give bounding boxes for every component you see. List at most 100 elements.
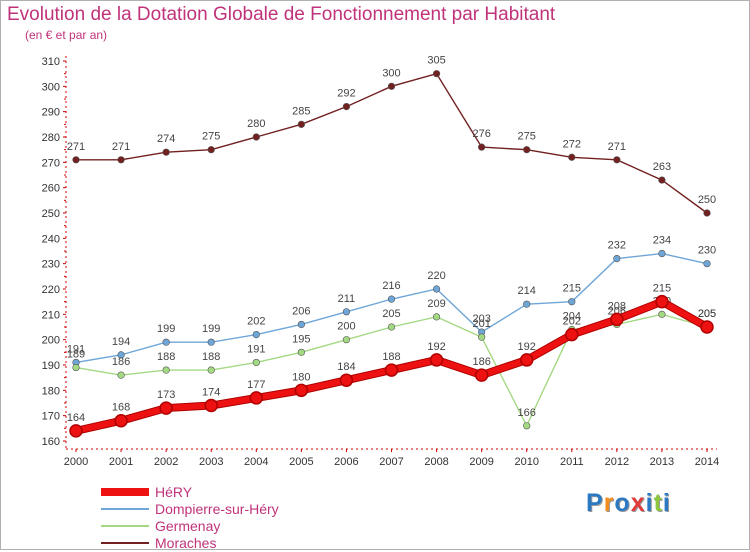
series-hery-value-2008: 192	[427, 341, 445, 353]
series-hery-value-2006: 184	[337, 361, 355, 373]
series-dompierre-sur-hery-value-2007: 216	[382, 280, 400, 292]
series-moraches-point-2002	[162, 148, 170, 156]
series-hery-point-2014	[700, 320, 714, 334]
series-germenay-point-2008	[432, 313, 441, 321]
series-hery-value-2001: 168	[112, 402, 130, 414]
logo-letter: x	[630, 489, 646, 517]
logo-letter: o	[614, 489, 631, 517]
series-dompierre-sur-hery-value-2013: 234	[653, 235, 671, 247]
series-hery-point-2006	[339, 373, 354, 387]
series-dompierre-sur-hery-value-2009: 203	[472, 313, 490, 325]
series-hery-point-2002	[159, 401, 173, 415]
series-moraches-point-2006	[342, 102, 351, 111]
series-hery-point-2011	[565, 327, 579, 342]
series-hery-value-2014: 205	[698, 308, 716, 320]
series-germenay-value-2005: 195	[292, 333, 310, 345]
series-dompierre-sur-hery-value-2004: 202	[247, 316, 265, 328]
proxiti-logo: Proxiti	[586, 489, 671, 518]
logo-letter: P	[586, 489, 604, 517]
series-germenay-value-2010: 166	[518, 407, 536, 419]
y-tick-label-250: 250	[42, 208, 60, 220]
series-moraches-value-2013: 263	[653, 161, 671, 173]
y-tick-label-230: 230	[42, 259, 60, 271]
series-dompierre-sur-hery-point-2005	[297, 320, 305, 329]
series-dompierre-sur-hery-point-2002	[162, 338, 170, 346]
series-dompierre-sur-hery-point-2008	[432, 285, 441, 293]
series-moraches-point-2004	[252, 133, 260, 141]
x-tick-label-2007: 2007	[379, 456, 403, 468]
series-moraches-value-2000: 271	[67, 141, 85, 153]
series-moraches-value-2004: 280	[247, 118, 265, 130]
series-germenay-point-2004	[252, 358, 260, 367]
x-tick-label-2011: 2011	[560, 456, 584, 468]
series-dompierre-sur-hery-point-2007	[387, 295, 396, 303]
series-hery-value-2004: 177	[247, 379, 265, 391]
y-tick-label-260: 260	[42, 183, 60, 195]
series-hery-point-2010	[519, 353, 534, 367]
x-tick-label-2005: 2005	[289, 456, 313, 468]
legend-swatch-moraches	[101, 542, 149, 544]
x-tick-label-2014: 2014	[695, 456, 719, 468]
series-moraches-point-2014	[703, 209, 711, 217]
series-moraches-value-2010: 275	[518, 131, 536, 143]
x-tick-label-2006: 2006	[334, 456, 358, 468]
series-hery-value-2002: 173	[157, 389, 175, 401]
y-tick-label-300: 300	[42, 81, 60, 93]
series-moraches-point-2013	[658, 176, 666, 184]
series-germenay-point-2001	[117, 371, 125, 379]
x-tick-label-2001: 2001	[109, 456, 133, 468]
legend-swatch-dompierre-sur-hery	[101, 508, 149, 510]
series-hery-point-2008	[429, 353, 444, 367]
y-tick-label-160: 160	[42, 436, 60, 448]
series-germenay-point-2006	[342, 336, 351, 344]
series-moraches-value-2001: 271	[112, 141, 130, 153]
chart-subtitle: (en € et par an)	[25, 28, 108, 42]
series-germenay-value-2003: 188	[202, 351, 220, 363]
logo-letter: i	[662, 489, 671, 517]
legend-swatch-germenay	[101, 525, 149, 527]
series-hery-value-2007: 188	[382, 351, 400, 363]
series-germenay-point-2003	[207, 366, 215, 374]
series-moraches-value-2014: 250	[698, 194, 716, 206]
series-germenay-value-2002: 188	[157, 351, 175, 363]
series-moraches-point-2003	[207, 146, 215, 154]
series-moraches-value-2002: 274	[157, 133, 175, 145]
series-moraches-value-2011: 272	[563, 138, 581, 150]
series-dompierre-sur-hery-value-2003: 199	[202, 323, 220, 335]
series-germenay-point-2007	[387, 323, 396, 331]
series-moraches-point-2000	[72, 156, 80, 164]
series-germenay-value-2007: 205	[382, 308, 400, 320]
y-tick-label-270: 270	[42, 157, 60, 169]
series-hery-value-2013: 215	[653, 283, 671, 295]
series-hery-value-2005: 180	[292, 371, 310, 383]
series-hery-point-2007	[384, 363, 399, 377]
x-tick-label-2003: 2003	[199, 456, 223, 468]
series-hery-value-2012: 208	[608, 300, 626, 312]
series-germenay-value-2004: 191	[247, 343, 265, 355]
series-dompierre-sur-hery-point-2012	[613, 255, 621, 263]
series-dompierre-sur-hery-point-2003	[207, 338, 215, 346]
series-germenay-value-2001: 186	[112, 356, 130, 368]
x-tick-label-2010: 2010	[514, 456, 538, 468]
series-germenay-value-2014: 205	[698, 308, 716, 320]
series-germenay-point-2010	[523, 422, 531, 430]
y-tick-label-200: 200	[42, 335, 60, 347]
series-hery-point-2012	[610, 312, 624, 327]
series-hery-point-2001	[114, 413, 128, 428]
x-tick-label-2004: 2004	[244, 456, 268, 468]
x-tick-label-2013: 2013	[650, 456, 674, 468]
x-tick-label-2012: 2012	[605, 456, 629, 468]
series-hery-value-2011: 202	[563, 316, 581, 328]
y-tick-label-170: 170	[42, 411, 60, 423]
series-dompierre-sur-hery-point-2004	[252, 331, 260, 339]
series-germenay-point-2005	[297, 348, 305, 356]
series-germenay-value-2006: 200	[337, 321, 355, 333]
y-tick-label-180: 180	[42, 385, 60, 397]
series-moraches-point-2012	[613, 156, 621, 164]
legend-swatch-hery	[101, 488, 149, 496]
series-moraches-value-2007: 300	[382, 67, 400, 79]
x-tick-label-2002: 2002	[154, 456, 178, 468]
series-hery-value-2000: 164	[67, 412, 85, 424]
